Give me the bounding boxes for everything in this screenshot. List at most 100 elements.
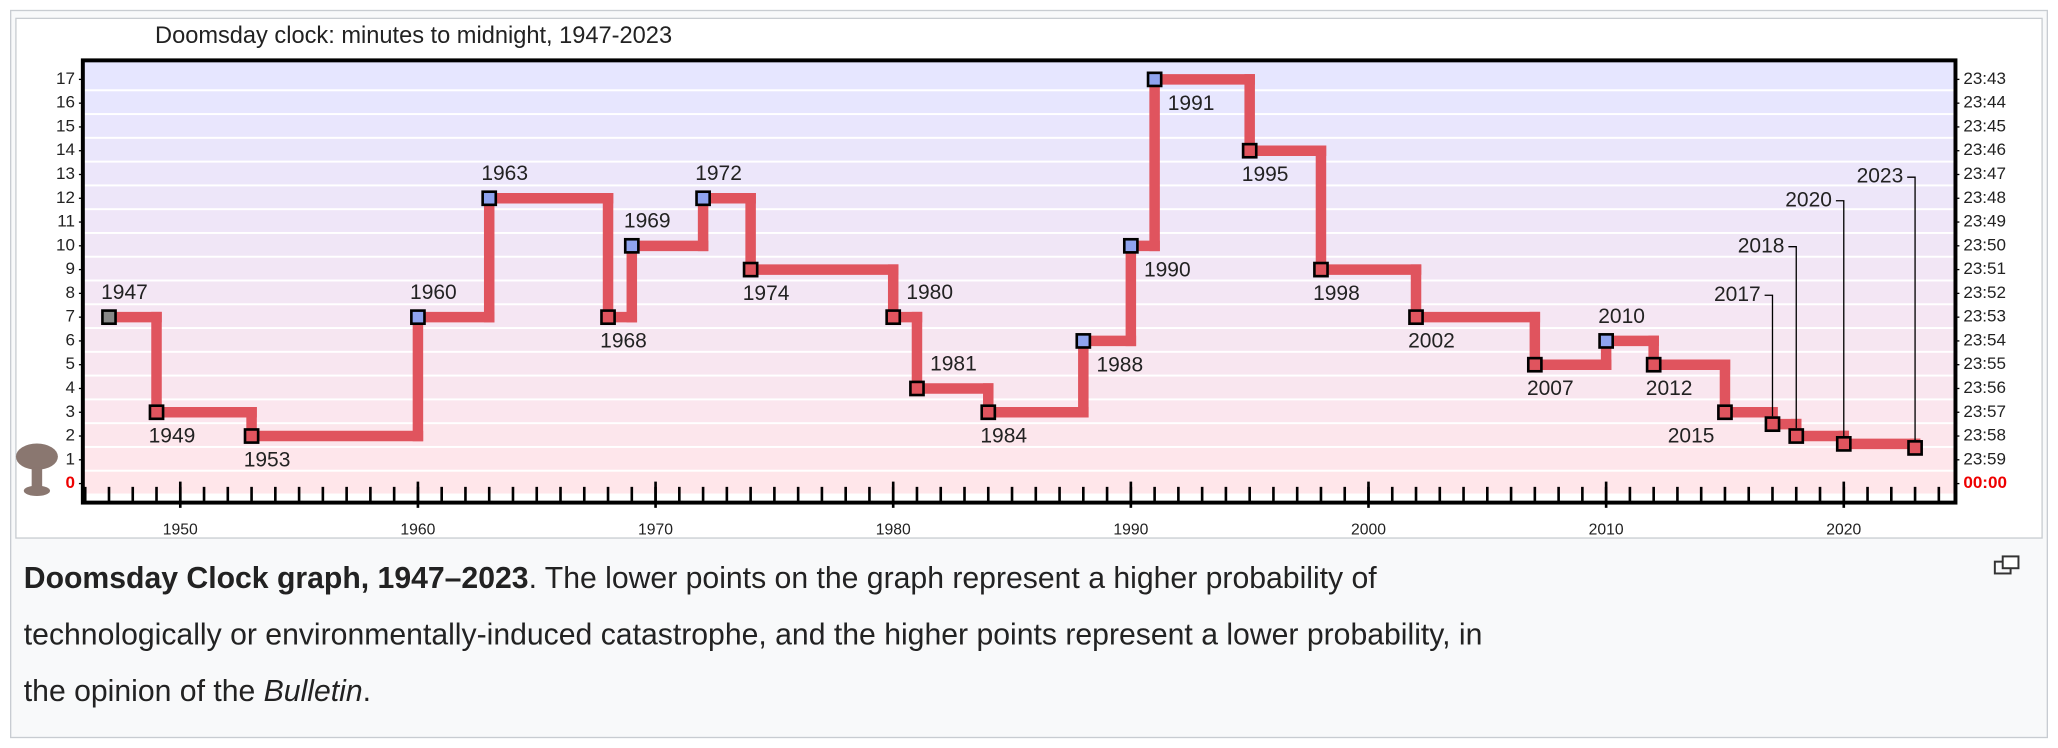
y-tick-label: 11 bbox=[57, 212, 75, 231]
marker bbox=[1907, 440, 1923, 456]
band bbox=[82, 257, 1956, 280]
marker bbox=[243, 428, 260, 444]
y2-tick-label: 23:50 bbox=[1963, 235, 2006, 254]
caption-line: Doomsday Clock graph, 1947–2023. The low… bbox=[24, 562, 1378, 595]
x-tick-label: 2020 bbox=[1826, 521, 1861, 538]
x-tick-label: 2000 bbox=[1351, 521, 1386, 538]
caption-text: . bbox=[363, 675, 371, 708]
point-label: 1974 bbox=[743, 282, 790, 305]
marker bbox=[1717, 404, 1733, 421]
band bbox=[82, 186, 1956, 209]
marker bbox=[481, 190, 498, 207]
band bbox=[82, 115, 1956, 137]
point-label: 1953 bbox=[244, 449, 291, 472]
point-label: 1991 bbox=[1168, 92, 1215, 115]
marker bbox=[1526, 356, 1543, 373]
caption-text: the opinion of the bbox=[24, 675, 264, 708]
marker bbox=[1645, 356, 1662, 373]
y2-tick-label: 23:57 bbox=[1963, 402, 2006, 421]
y-tick-label: 9 bbox=[65, 259, 74, 278]
point-label: 2015 bbox=[1668, 425, 1715, 448]
y2-tick-label: 23:58 bbox=[1963, 426, 2006, 445]
y2-tick-label: 23:45 bbox=[1963, 116, 2006, 135]
icon-base bbox=[23, 485, 51, 497]
point-label: 1981 bbox=[930, 352, 977, 375]
point-label: 1949 bbox=[149, 425, 196, 448]
plot-border bbox=[80, 58, 1958, 505]
x-tick-label: 1970 bbox=[638, 521, 673, 538]
y-tick-label: 6 bbox=[65, 330, 74, 349]
x-tick-label: 2010 bbox=[1589, 521, 1624, 538]
band bbox=[82, 376, 1956, 399]
marker bbox=[695, 190, 711, 207]
marker bbox=[1313, 261, 1329, 278]
y2-tick-label: 23:53 bbox=[1963, 307, 2006, 326]
point-label: 1984 bbox=[980, 425, 1027, 448]
leader-line bbox=[1907, 176, 1916, 441]
y2-tick-label: 23:56 bbox=[1963, 378, 2006, 397]
mushroom-icon bbox=[15, 443, 58, 497]
point-label: 1995 bbox=[1242, 163, 1289, 186]
band bbox=[82, 447, 1956, 470]
expand-icon[interactable] bbox=[1993, 555, 2020, 575]
band bbox=[82, 495, 1956, 503]
caption-text: . The lower points on the graph represen… bbox=[529, 562, 1378, 595]
y2-tick-label: 23:55 bbox=[1963, 354, 2006, 373]
marker bbox=[1146, 71, 1163, 88]
y-tick-label: 13 bbox=[56, 164, 75, 183]
caption-line: the opinion of the Bulletin. bbox=[24, 675, 371, 708]
point-label: 2017 bbox=[1714, 283, 1761, 306]
band bbox=[82, 352, 1956, 375]
y2-tick-label: 23:59 bbox=[1963, 449, 2006, 468]
y-tick-label: 8 bbox=[65, 283, 74, 302]
band bbox=[82, 138, 1956, 161]
point-label: 1947 bbox=[101, 281, 148, 304]
marker bbox=[1122, 237, 1139, 254]
point-label: 1988 bbox=[1096, 353, 1143, 376]
caption-text: Doomsday Clock graph, 1947–2023 bbox=[24, 562, 529, 595]
y2-tick-label: 23:51 bbox=[1963, 259, 2006, 278]
marker bbox=[1241, 142, 1258, 159]
point-label: 1960 bbox=[410, 281, 457, 304]
y2-tick-label: 23:43 bbox=[1963, 69, 2006, 88]
marker bbox=[623, 237, 640, 254]
y2-tick-label: 23:48 bbox=[1963, 188, 2006, 207]
marker bbox=[148, 404, 165, 421]
y-tick-label: 14 bbox=[56, 140, 75, 159]
expand-box[interactable] bbox=[2001, 555, 2020, 570]
marker bbox=[1408, 309, 1424, 326]
point-label: 2002 bbox=[1408, 330, 1455, 353]
x-tick-label: 1990 bbox=[1113, 521, 1148, 538]
y2-tick-label: 23:44 bbox=[1963, 93, 2006, 112]
y-tick-label: 2 bbox=[65, 426, 74, 445]
y2-tick-label: 23:52 bbox=[1963, 283, 2006, 302]
point-label: 1990 bbox=[1144, 258, 1191, 281]
y-tick-label: 1 bbox=[65, 449, 74, 468]
y-tick-label: 16 bbox=[56, 93, 75, 112]
y-tick-label: 0 bbox=[65, 473, 74, 492]
caption: Doomsday Clock graph, 1947–2023. The low… bbox=[24, 562, 1483, 708]
band bbox=[82, 162, 1956, 185]
band bbox=[82, 305, 1956, 328]
point-label: 2018 bbox=[1738, 234, 1785, 257]
point-label: 1968 bbox=[600, 330, 647, 353]
x-tick-label: 1980 bbox=[876, 521, 911, 538]
caption-text: Bulletin bbox=[264, 675, 363, 708]
point-label: 2020 bbox=[1785, 188, 1832, 211]
band bbox=[82, 281, 1956, 304]
y2-tick-label: 23:47 bbox=[1963, 164, 2006, 183]
point-label: 1980 bbox=[906, 281, 953, 304]
y2-tick-label: 23:49 bbox=[1963, 212, 2006, 231]
point-label: 2007 bbox=[1527, 377, 1574, 400]
point-label: 1998 bbox=[1313, 282, 1360, 305]
band bbox=[82, 60, 1956, 90]
marker bbox=[742, 261, 759, 278]
y2-tick-label: 23:54 bbox=[1963, 330, 2006, 349]
leader-line bbox=[1764, 294, 1774, 417]
band bbox=[82, 424, 1956, 446]
leader-line bbox=[1788, 246, 1797, 429]
point-label: 1972 bbox=[695, 162, 742, 185]
point-label: 2010 bbox=[1598, 305, 1645, 328]
x-tick-label: 1960 bbox=[400, 521, 435, 538]
